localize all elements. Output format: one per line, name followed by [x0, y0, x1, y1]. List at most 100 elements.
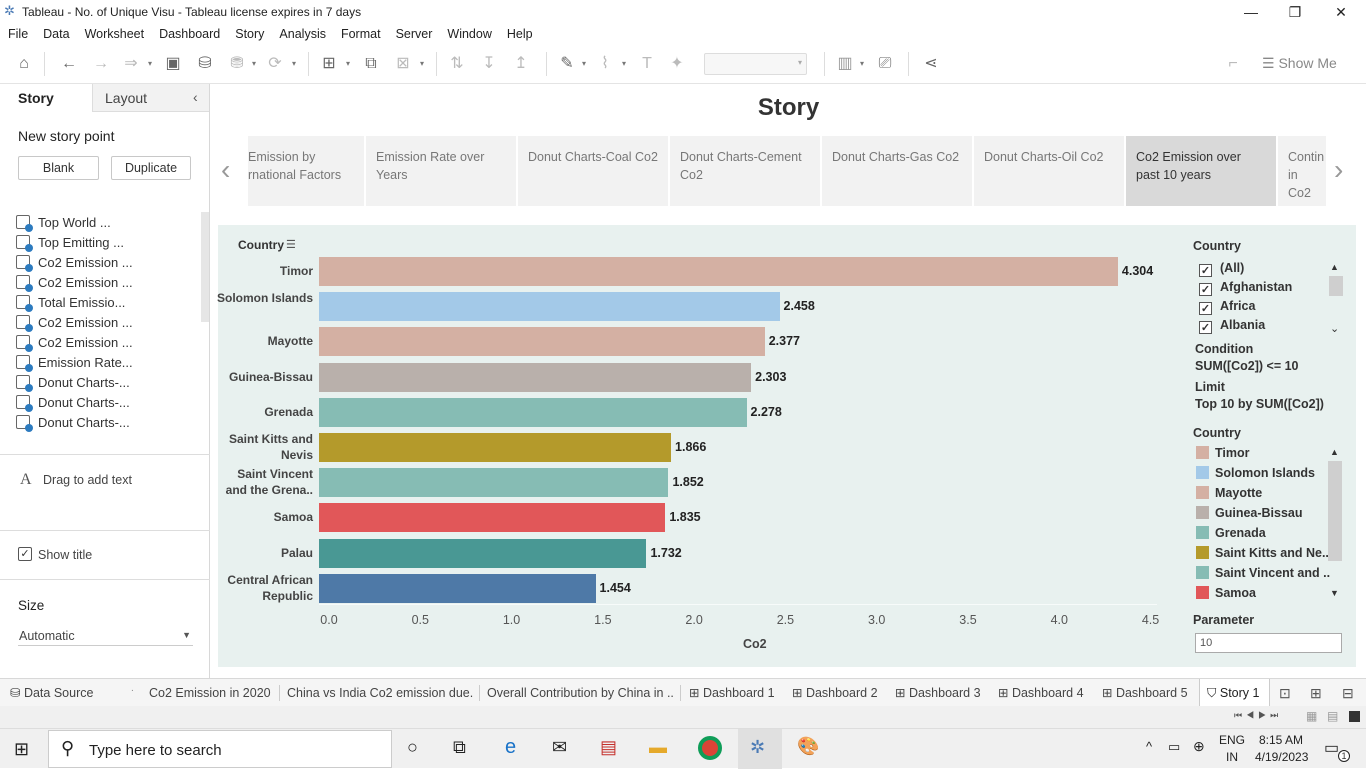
- menu-story[interactable]: Story: [235, 27, 265, 41]
- minimize-button[interactable]: —: [1244, 4, 1258, 20]
- menu-file[interactable]: File: [8, 27, 29, 41]
- presentation-mode-icon[interactable]: ⎚: [878, 55, 892, 72]
- chevron-up-icon[interactable]: ^: [1146, 739, 1153, 754]
- category-label[interactable]: Grenada: [264, 404, 313, 419]
- sheet-item[interactable]: Emission Rate...: [16, 353, 196, 373]
- language-eng[interactable]: ENG: [1219, 733, 1246, 747]
- highlight-icon[interactable]: ✎: [560, 55, 574, 72]
- drag-to-add-text[interactable]: Drag to add text: [43, 473, 132, 487]
- row-header-country[interactable]: Country: [238, 238, 284, 252]
- scroll-down-icon[interactable]: ▼: [1330, 588, 1339, 598]
- edge-icon[interactable]: e: [505, 736, 517, 758]
- size-dropdown[interactable]: Automatic ▼: [18, 624, 193, 646]
- story-point[interactable]: Donut Charts-Gas Co2: [822, 136, 972, 206]
- bar[interactable]: [319, 538, 647, 568]
- category-label[interactable]: Palau: [280, 545, 313, 560]
- sort-ascending-icon[interactable]: ↧: [482, 55, 496, 72]
- story-point[interactable]: Donut Charts-Oil Co2: [974, 136, 1124, 206]
- blank-button[interactable]: Blank: [18, 156, 99, 180]
- clock-date[interactable]: 4/19/2023: [1255, 750, 1309, 764]
- sheet-list-scrollbar[interactable]: [201, 212, 209, 322]
- story-point-active[interactable]: Co2 Emission over past 10 years: [1126, 136, 1276, 206]
- bar[interactable]: [319, 573, 596, 603]
- category-label[interactable]: Solomon Islands: [216, 291, 313, 306]
- text-label-icon[interactable]: T: [642, 55, 652, 72]
- scroll-up-icon[interactable]: ▲: [1330, 262, 1339, 272]
- sheet-item[interactable]: Donut Charts-...: [16, 413, 196, 433]
- store-icon[interactable]: ▤: [600, 737, 618, 757]
- legend-item[interactable]: Saint Kitts and Ne..: [1196, 544, 1329, 564]
- menu-worksheet[interactable]: Worksheet: [84, 27, 145, 41]
- filter-item[interactable]: ✓ Afghanistan: [1199, 278, 1292, 297]
- category-label[interactable]: Mayotte: [267, 334, 313, 349]
- story-point[interactable]: Emission Rate over Years: [366, 136, 516, 206]
- new-dashboard-tab-icon[interactable]: ⊞: [1310, 685, 1322, 701]
- clear-sheet-icon[interactable]: ⊠: [396, 55, 410, 72]
- taskbar-search[interactable]: ⚲ Type here to search: [48, 730, 392, 768]
- fit-dropdown[interactable]: ▾: [704, 53, 807, 75]
- sheet-item[interactable]: Total Emissio...: [16, 293, 196, 313]
- chevron-down-icon[interactable]: ▾: [292, 59, 297, 68]
- chevron-down-icon[interactable]: ▾: [582, 59, 587, 68]
- new-worksheet-tab-icon[interactable]: ⊡: [1279, 685, 1291, 701]
- menu-dashboard[interactable]: Dashboard: [159, 27, 221, 41]
- chevron-down-icon[interactable]: ▾: [622, 59, 627, 68]
- bar[interactable]: [319, 433, 672, 462]
- show-cards-icon[interactable]: ▥: [837, 55, 853, 72]
- legend-scrollbar-thumb[interactable]: [1328, 461, 1342, 561]
- parameter-input[interactable]: 10: [1195, 633, 1342, 653]
- category-label[interactable]: Saint Vincent and the Grena..: [225, 467, 313, 498]
- show-title-checkbox[interactable]: ✓: [18, 547, 32, 561]
- sort-descending-icon[interactable]: ↥: [514, 55, 528, 72]
- bar[interactable]: [319, 362, 752, 392]
- swap-icon[interactable]: ⇅: [450, 55, 464, 72]
- legend-item[interactable]: Saint Vincent and ..: [1196, 564, 1330, 584]
- tab-layout-label[interactable]: Layout: [105, 90, 148, 106]
- sheet-item[interactable]: Donut Charts-...: [16, 393, 196, 413]
- tab-story[interactable]: Story: [18, 90, 54, 106]
- new-data-source-icon[interactable]: ⛁: [198, 55, 212, 72]
- menu-server[interactable]: Server: [395, 27, 433, 41]
- bar[interactable]: [319, 327, 765, 357]
- duplicate-sheet-icon[interactable]: ⧉: [365, 55, 377, 72]
- legend-item[interactable]: Mayotte: [1196, 484, 1262, 504]
- legend-item[interactable]: Solomon Islands: [1196, 464, 1315, 484]
- category-label[interactable]: Timor: [279, 264, 313, 278]
- sheet-item[interactable]: Co2 Emission ...: [16, 313, 196, 333]
- bar[interactable]: [319, 257, 1118, 286]
- sheet-item[interactable]: Donut Charts-...: [16, 373, 196, 393]
- tab-data-source[interactable]: ⛁ Data Source: [10, 679, 93, 707]
- checkbox-checked[interactable]: ✓: [1199, 302, 1212, 315]
- filter-item[interactable]: ✓ Africa: [1199, 297, 1255, 316]
- checkbox-checked[interactable]: ✓: [1199, 264, 1212, 277]
- story-point[interactable]: Donut Charts-Cement Co2: [670, 136, 820, 206]
- menu-format[interactable]: Format: [340, 27, 381, 41]
- menu-help[interactable]: Help: [506, 27, 533, 41]
- clock-time[interactable]: 8:15 AM: [1259, 733, 1304, 747]
- chrome-icon[interactable]: [698, 736, 722, 760]
- tab-dashboard[interactable]: ⊞ Dashboard 5: [1102, 679, 1188, 707]
- save-icon[interactable]: ▣: [165, 55, 181, 72]
- menu-analysis[interactable]: Analysis: [279, 27, 326, 41]
- share-icon[interactable]: ⋖: [924, 55, 938, 72]
- legend-item[interactable]: Timor: [1196, 444, 1250, 464]
- language-in[interactable]: IN: [1226, 750, 1238, 764]
- category-label[interactable]: Samoa: [273, 510, 313, 525]
- next-story-point-icon[interactable]: ›: [1334, 154, 1344, 185]
- scroll-down-icon[interactable]: ⌄: [1330, 323, 1340, 335]
- checkbox-checked[interactable]: ✓: [1199, 321, 1212, 334]
- chevron-down-icon[interactable]: ▾: [252, 59, 257, 68]
- chevron-down-icon[interactable]: ▾: [148, 59, 153, 68]
- battery-icon[interactable]: ▭: [1168, 739, 1181, 754]
- tab-dashboard[interactable]: ⊞ Dashboard 3: [895, 679, 981, 707]
- collapse-pane-icon[interactable]: ‹: [193, 89, 198, 105]
- sheet-item[interactable]: Top Emitting ...: [16, 233, 196, 253]
- tab-layout[interactable]: [92, 84, 209, 112]
- scroll-up-icon[interactable]: ▲: [1330, 447, 1339, 457]
- story-point[interactable]: Contin in Co2: [1278, 136, 1326, 206]
- tableau-icon[interactable]: ✲: [750, 737, 766, 757]
- chevron-down-icon[interactable]: ▾: [420, 59, 425, 68]
- duplicate-button[interactable]: Duplicate: [111, 156, 191, 180]
- menu-window[interactable]: Window: [447, 27, 492, 41]
- show-sheet-sorter-icon[interactable]: ▤: [1327, 709, 1339, 723]
